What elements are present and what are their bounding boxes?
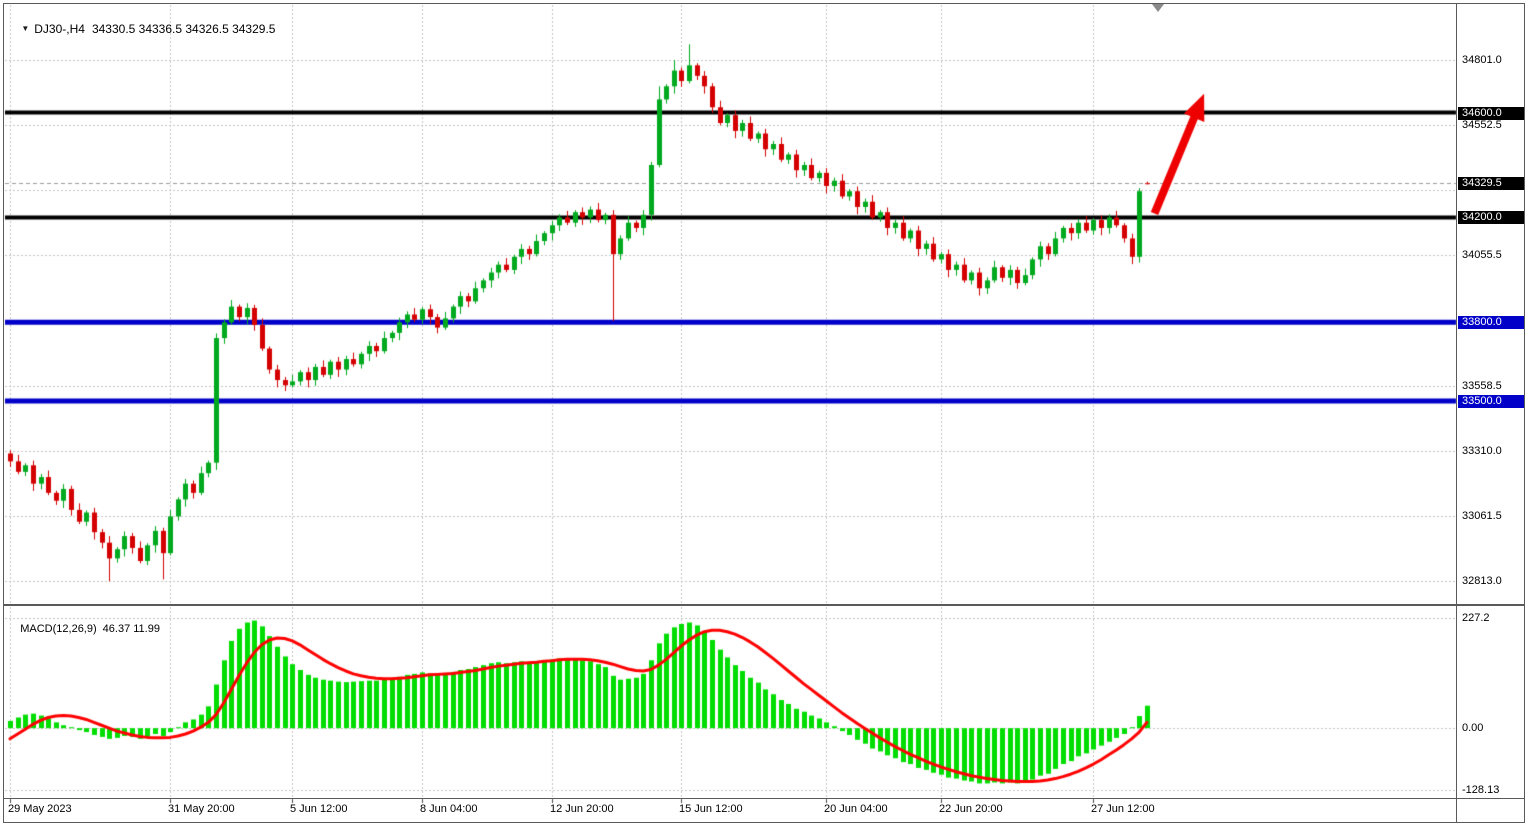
- macd-panel-separator[interactable]: [4, 604, 1525, 606]
- macd-indicator-label: MACD(12,26,9) 46.37 11.99: [8, 611, 160, 647]
- symbol-period-label: DJ30-,H4: [34, 22, 85, 36]
- ohlc-values: 34330.5 34336.5 34326.5 34329.5: [91, 22, 276, 36]
- time-axis-separator: [4, 798, 1525, 799]
- macd-name: MACD(12,26,9): [20, 623, 97, 635]
- price-axis-separator: [1456, 4, 1457, 822]
- chart-title: ▼ DJ30-,H4 34330.5 34336.5 34326.5 34329.5: [8, 8, 275, 50]
- autoscroll-marker-icon[interactable]: [1152, 4, 1164, 12]
- symbol-dropdown-icon[interactable]: ▼: [21, 24, 30, 33]
- macd-values: 46.37 11.99: [102, 623, 160, 635]
